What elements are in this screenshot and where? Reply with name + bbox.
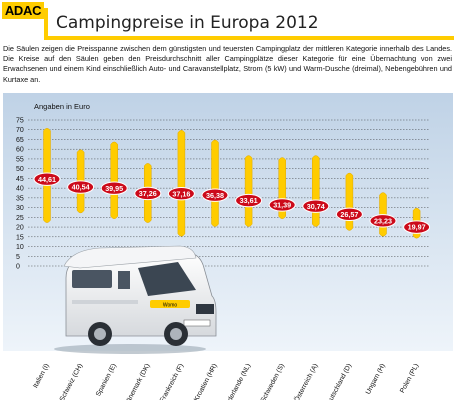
motorhome-illustration: Womo — [54, 245, 217, 354]
average-marker — [235, 193, 263, 208]
average-marker — [268, 198, 296, 212]
title-underline — [44, 36, 454, 40]
x-tick-label: Kroatien (HR) — [193, 363, 219, 400]
y-tick-labels: 0 5 10 15 20 25 30 35 40 45 50 55 60 65 70 75 — [16, 118, 24, 271]
y-tick-label: 30 — [16, 205, 24, 212]
average-label: 36,38 — [206, 191, 224, 200]
average-label: 33,61 — [240, 196, 258, 205]
x-tick-label: Schweiz (CH) — [59, 363, 85, 400]
average-marker — [302, 199, 330, 213]
title-accent-tick — [44, 8, 48, 40]
y-tick-label: 55 — [16, 156, 24, 163]
average-label: 44,61 — [38, 175, 56, 184]
average-marker — [67, 180, 95, 194]
y-tick-label: 10 — [16, 244, 24, 251]
y-axis-label: Angaben in Euro — [34, 102, 90, 111]
x-tick-label: Spanien (E) — [95, 363, 118, 398]
average-label: 39,95 — [105, 184, 123, 193]
x-tick-label: Ungarn (H) — [365, 363, 387, 396]
average-label: 40,54 — [72, 183, 90, 192]
range-bar — [312, 155, 320, 227]
y-tick-label: 65 — [16, 137, 24, 144]
average-label: 19,97 — [408, 223, 426, 232]
range-bar — [211, 139, 219, 227]
y-tick-label: 35 — [16, 195, 24, 202]
average-marker — [100, 181, 128, 195]
x-tick-label: Polen (PL) — [399, 363, 420, 395]
y-tick-label: 45 — [16, 176, 24, 183]
average-label: 31,39 — [273, 200, 291, 209]
y-tick-label: 60 — [16, 147, 24, 154]
average-marker — [335, 207, 363, 221]
average-marker — [33, 172, 61, 186]
average-marker — [369, 214, 397, 228]
average-marker — [201, 188, 229, 202]
y-tick-label: 20 — [16, 225, 24, 232]
x-tick-label: Frankreich (F) — [159, 363, 185, 400]
average-label: 37,26 — [139, 189, 157, 198]
y-tick-label: 70 — [16, 127, 24, 134]
average-label: 26,57 — [340, 210, 358, 219]
chart-description: Die Säulen zeigen die Preisspanne zwisch… — [3, 44, 452, 84]
range-bar — [110, 141, 118, 220]
y-tick-label: 5 — [16, 254, 20, 261]
average-label: 23,23 — [374, 216, 392, 225]
range-bar — [244, 155, 253, 227]
x-tick-labels: Italien (I) Schweiz (CH) Spanien (E) Dänema… — [32, 362, 420, 400]
y-tick-label: 75 — [16, 118, 24, 125]
page-title: Campingpreise in Europa 2012 — [56, 13, 319, 33]
svg-text:Womo: Womo — [163, 303, 178, 309]
y-tick-label: 15 — [16, 234, 24, 241]
x-tick-label: Schweden (S) — [260, 363, 286, 400]
average-label: 30,74 — [307, 202, 325, 211]
x-tick-label: Dänemark (DK) — [123, 363, 151, 400]
average-marker — [403, 220, 431, 234]
y-tick-label: 0 — [16, 264, 20, 271]
average-markers: 44,61 40,54 39,95 37,26 37,16 36,38 33,61 31,39… — [33, 172, 431, 234]
adac-logo: ADAC — [2, 2, 44, 19]
y-tick-label: 40 — [16, 186, 24, 193]
x-tick-label: Österreich (A) — [293, 362, 320, 400]
range-bar — [177, 129, 186, 237]
x-tick-label: Niederlande (NL) — [222, 363, 252, 400]
x-tick-label: Deutschland (D) — [324, 363, 353, 400]
average-marker — [134, 186, 162, 201]
average-marker — [167, 186, 195, 201]
x-tick-label: Italien (I) — [32, 363, 51, 390]
y-tick-label: 50 — [16, 166, 24, 173]
range-bar — [345, 172, 354, 231]
average-label: 37,16 — [172, 189, 190, 198]
y-tick-label: 25 — [16, 215, 24, 222]
